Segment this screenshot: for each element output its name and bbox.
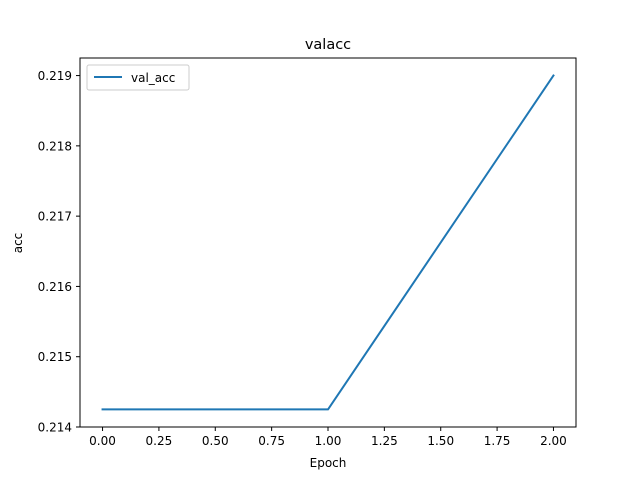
y-tick-label-1: 0.215: [38, 350, 72, 364]
x-tick-label-8: 2.00: [540, 434, 567, 448]
x-tick-label-1: 0.25: [146, 434, 173, 448]
y-tick-label-5: 0.219: [38, 69, 72, 83]
x-tick-label-2: 0.50: [202, 434, 229, 448]
x-tick-label-4: 1.00: [315, 434, 342, 448]
x-axis-title: Epoch: [310, 456, 347, 470]
legend-label-val-acc: val_acc: [131, 71, 175, 85]
y-tick-label-3: 0.217: [38, 210, 72, 224]
y-tick-label-2: 0.216: [38, 280, 72, 294]
y-axis-title: acc: [11, 233, 25, 254]
legend-box: [86, 64, 190, 91]
y-tick-label-0: 0.214: [38, 421, 72, 435]
x-tick-label-7: 1.75: [484, 434, 511, 448]
x-tick-label-5: 1.25: [371, 434, 398, 448]
y-tick-label-4: 0.218: [38, 139, 72, 153]
x-tick-label-3: 0.75: [258, 434, 285, 448]
chart-title: valacc: [305, 37, 351, 53]
x-tick-label-6: 1.50: [427, 434, 454, 448]
plot-area: 0.00 0.25 0.50 0.75 1.00 1.25 1.50 1.75 2.00 0.21…: [38, 57, 577, 448]
legend: val_acc: [86, 64, 190, 91]
x-tick-label-0: 0.00: [89, 434, 116, 448]
